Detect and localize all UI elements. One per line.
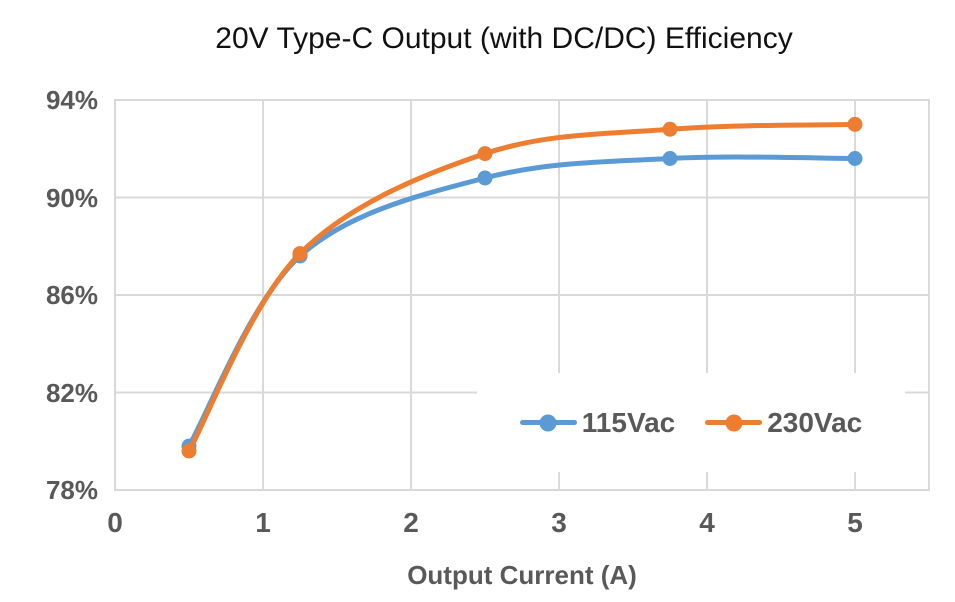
x-tick-label: 4	[699, 507, 715, 538]
plot-border	[114, 99, 930, 491]
x-tick-label: 5	[847, 507, 863, 538]
chart-title: 20V Type-C Output (with DC/DC) Efficienc…	[215, 22, 793, 55]
y-tick-label: 82%	[45, 377, 98, 408]
data-point-115vac	[662, 151, 678, 166]
x-tick-label: 3	[551, 507, 567, 538]
data-point-230vac	[292, 246, 308, 262]
data-point-230vac	[662, 121, 678, 137]
legend-item-115vac: 115Vac	[519, 406, 676, 438]
data-point-115vac	[847, 151, 863, 166]
y-tick-label: 90%	[45, 182, 98, 213]
legend: 115Vac 230Vac	[477, 373, 905, 472]
data-point-230vac	[181, 443, 197, 459]
data-point-230vac	[847, 116, 863, 132]
legend-item-230vac: 230Vac	[705, 406, 863, 438]
data-point-230vac	[477, 146, 493, 162]
x-tick-label: 1	[255, 507, 271, 538]
x-tick-label: 2	[403, 507, 419, 538]
y-tick-label: 94%	[45, 85, 98, 115]
x-tick-label: 0	[107, 507, 123, 538]
y-tick-label: 78%	[45, 475, 98, 505]
legend-label-115vac: 115Vac	[581, 406, 676, 438]
legend-label-230vac: 230Vac	[767, 406, 863, 438]
data-point-115vac	[477, 170, 493, 186]
x-axis-title: Output Current (A)	[407, 560, 637, 590]
legend-line-marker-icon	[519, 414, 577, 431]
legend-line-marker-icon	[705, 414, 763, 431]
y-tick-label: 86%	[45, 280, 98, 310]
